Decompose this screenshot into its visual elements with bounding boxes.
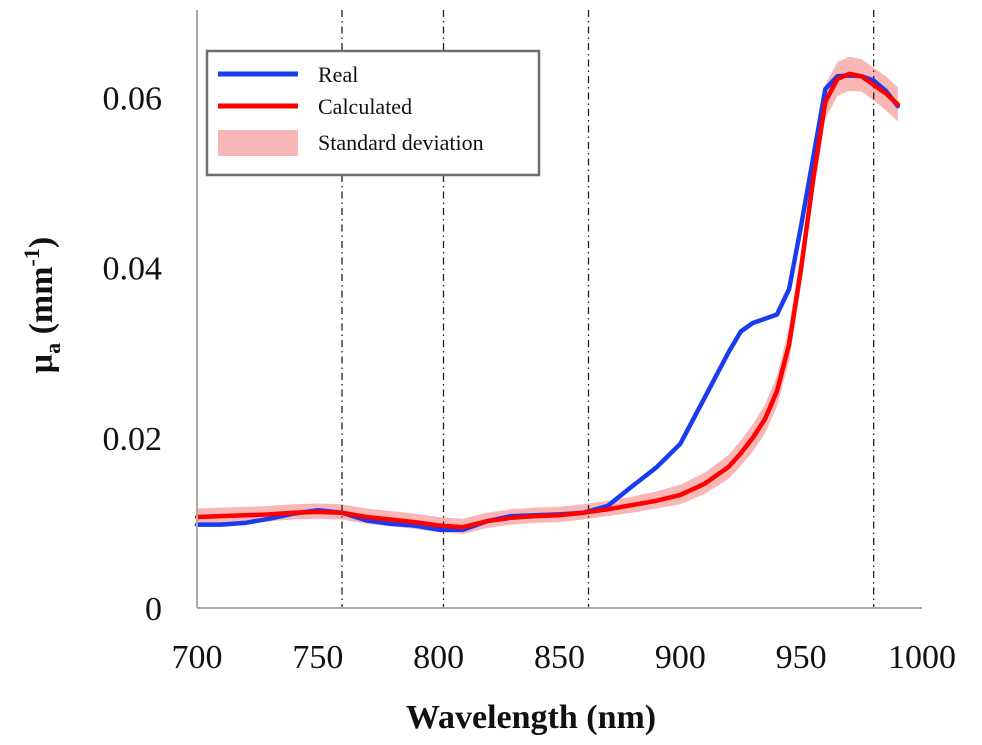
series-layer (194, 71, 901, 532)
legend-label-calculated: Calculated (318, 94, 412, 119)
std-band-layer (197, 56, 898, 535)
x-tick-label: 800 (413, 639, 464, 676)
x-tick-label: 850 (534, 639, 585, 676)
y-axis-title: μa (mm-1) (19, 237, 65, 373)
plot-area (194, 10, 901, 608)
std-band-area (197, 56, 898, 535)
y-tick-labels: 0 0.02 0.04 0.06 (103, 81, 163, 628)
x-tick-label: 900 (655, 639, 706, 676)
y-axis-title-subscript: a (40, 343, 65, 354)
y-axis-title-symbol: μ (23, 354, 60, 373)
legend-item-real: Real (218, 62, 358, 87)
x-tick-label: 700 (172, 639, 223, 676)
legend-label-real: Real (318, 62, 358, 87)
legend: Real Calculated Standard deviation (205, 49, 541, 177)
legend-item-calculated: Calculated (218, 94, 412, 119)
y-tick-label: 0.04 (103, 251, 163, 288)
legend-swatch-standard-deviation (218, 130, 298, 156)
y-axis-title-unit-open: (mm (23, 266, 60, 342)
x-tick-label: 1000 (888, 639, 956, 676)
y-axis-title-unit-close: ) (23, 237, 60, 248)
x-tick-labels: 700 750 800 850 900 950 1000 (172, 639, 957, 676)
x-tick-label: 950 (776, 639, 827, 676)
y-tick-label: 0 (145, 591, 162, 628)
x-tick-label: 750 (292, 639, 343, 676)
y-axis-title-superscript: -1 (19, 248, 44, 266)
legend-item-standard-deviation: Standard deviation (218, 130, 484, 156)
y-tick-label: 0.02 (103, 421, 163, 458)
legend-label-standard-deviation: Standard deviation (318, 130, 484, 155)
x-axis-title: Wavelength (nm) (406, 699, 656, 736)
y-tick-label: 0.06 (103, 81, 163, 118)
series-line-calculated (194, 71, 901, 530)
